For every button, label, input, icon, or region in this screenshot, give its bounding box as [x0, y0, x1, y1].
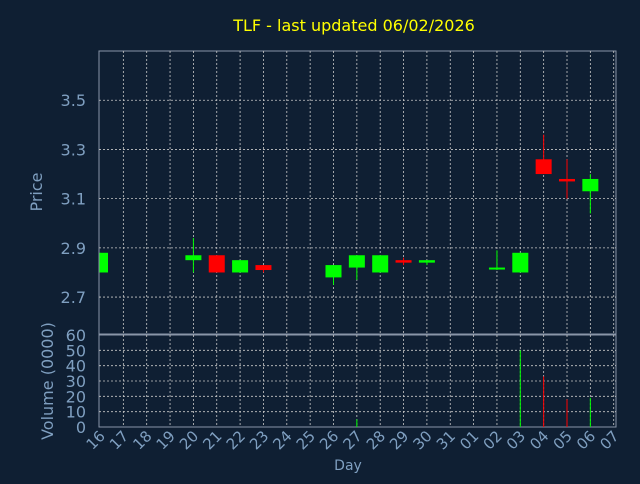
volume-tick-label: 60 — [66, 326, 86, 345]
candle-body — [512, 252, 529, 273]
candle-03 — [512, 252, 529, 273]
candle-body — [255, 265, 272, 271]
day-tick-label: 25 — [293, 427, 319, 453]
day-tick-label: 06 — [573, 427, 599, 453]
x-axis-ticks: 1617181920212223242526272829303101020304… — [83, 427, 623, 453]
day-tick-label: 17 — [106, 427, 132, 453]
candle-16 — [99, 252, 108, 273]
volume-tick-label: 0 — [76, 418, 86, 437]
candle-body — [208, 255, 225, 273]
candle-body — [418, 260, 435, 263]
candle-body — [559, 178, 575, 182]
volume-tick-label: 40 — [66, 357, 86, 376]
day-tick-label: 29 — [386, 427, 412, 453]
candle-29 — [395, 257, 412, 266]
day-tick-label: 04 — [526, 427, 552, 453]
candle-body — [348, 255, 365, 268]
candle-28 — [372, 255, 389, 273]
candle-body — [325, 265, 342, 278]
day-tick-label: 30 — [409, 427, 435, 453]
price-tick-label: 2.7 — [61, 288, 86, 307]
volume-bars — [356, 350, 591, 427]
candle-22 — [232, 260, 249, 273]
candle-body — [100, 252, 108, 273]
grid — [99, 51, 616, 427]
day-tick-label: 26 — [316, 427, 342, 453]
day-tick-label: 07 — [596, 427, 622, 453]
candle-04 — [535, 134, 552, 175]
candle-30 — [418, 260, 435, 266]
candle-23 — [255, 265, 272, 273]
candle-body — [535, 159, 552, 175]
day-tick-label: 27 — [339, 427, 365, 453]
candle-21 — [208, 255, 225, 273]
candle-27 — [348, 255, 365, 280]
day-tick-label: 31 — [433, 427, 459, 453]
candle-body — [372, 255, 389, 273]
price-tick-label: 3.1 — [61, 190, 86, 209]
day-tick-label: 16 — [83, 427, 109, 453]
volume-tick-label: 20 — [66, 387, 86, 406]
candle-20 — [185, 238, 202, 273]
day-tick-label: 28 — [363, 427, 389, 453]
day-tick-label: 22 — [223, 427, 249, 453]
candle-02 — [488, 250, 505, 271]
candles — [99, 134, 599, 285]
candle-body — [185, 255, 202, 261]
candle-05 — [559, 159, 575, 199]
volume-tick-label: 30 — [66, 372, 86, 391]
day-tick-label: 05 — [550, 427, 576, 453]
candle-body — [488, 267, 505, 270]
price-axis-ticks: 2.7 2.9 3.1 3.3 3.5 — [61, 91, 86, 307]
price-tick-label: 3.3 — [61, 140, 86, 159]
day-tick-label: 21 — [199, 427, 225, 453]
candle-06 — [582, 174, 599, 214]
x-axis-label: Day — [334, 458, 362, 474]
candle-26 — [325, 265, 342, 285]
day-tick-label: 03 — [503, 427, 529, 453]
chart-title: TLF - last updated 06/02/2026 — [232, 16, 475, 35]
candle-body — [232, 260, 249, 273]
volume-tick-label: 50 — [66, 341, 86, 360]
day-tick-label: 01 — [456, 427, 482, 453]
volume-tick-label: 10 — [66, 403, 86, 422]
day-tick-label: 18 — [129, 427, 155, 453]
price-tick-label: 3.5 — [61, 91, 86, 110]
candle-body — [582, 178, 599, 192]
day-tick-label: 19 — [153, 427, 179, 453]
day-tick-label: 02 — [480, 427, 506, 453]
candle-body — [395, 260, 412, 263]
day-tick-label: 20 — [176, 427, 202, 453]
price-tick-label: 2.9 — [61, 239, 86, 258]
price-plot-frame — [98, 50, 617, 335]
day-tick-label: 23 — [246, 427, 272, 453]
y-axis-label: Price — [27, 172, 46, 211]
day-tick-label: 24 — [269, 427, 295, 453]
volume-axis-label: Volume (0000) — [38, 322, 57, 440]
